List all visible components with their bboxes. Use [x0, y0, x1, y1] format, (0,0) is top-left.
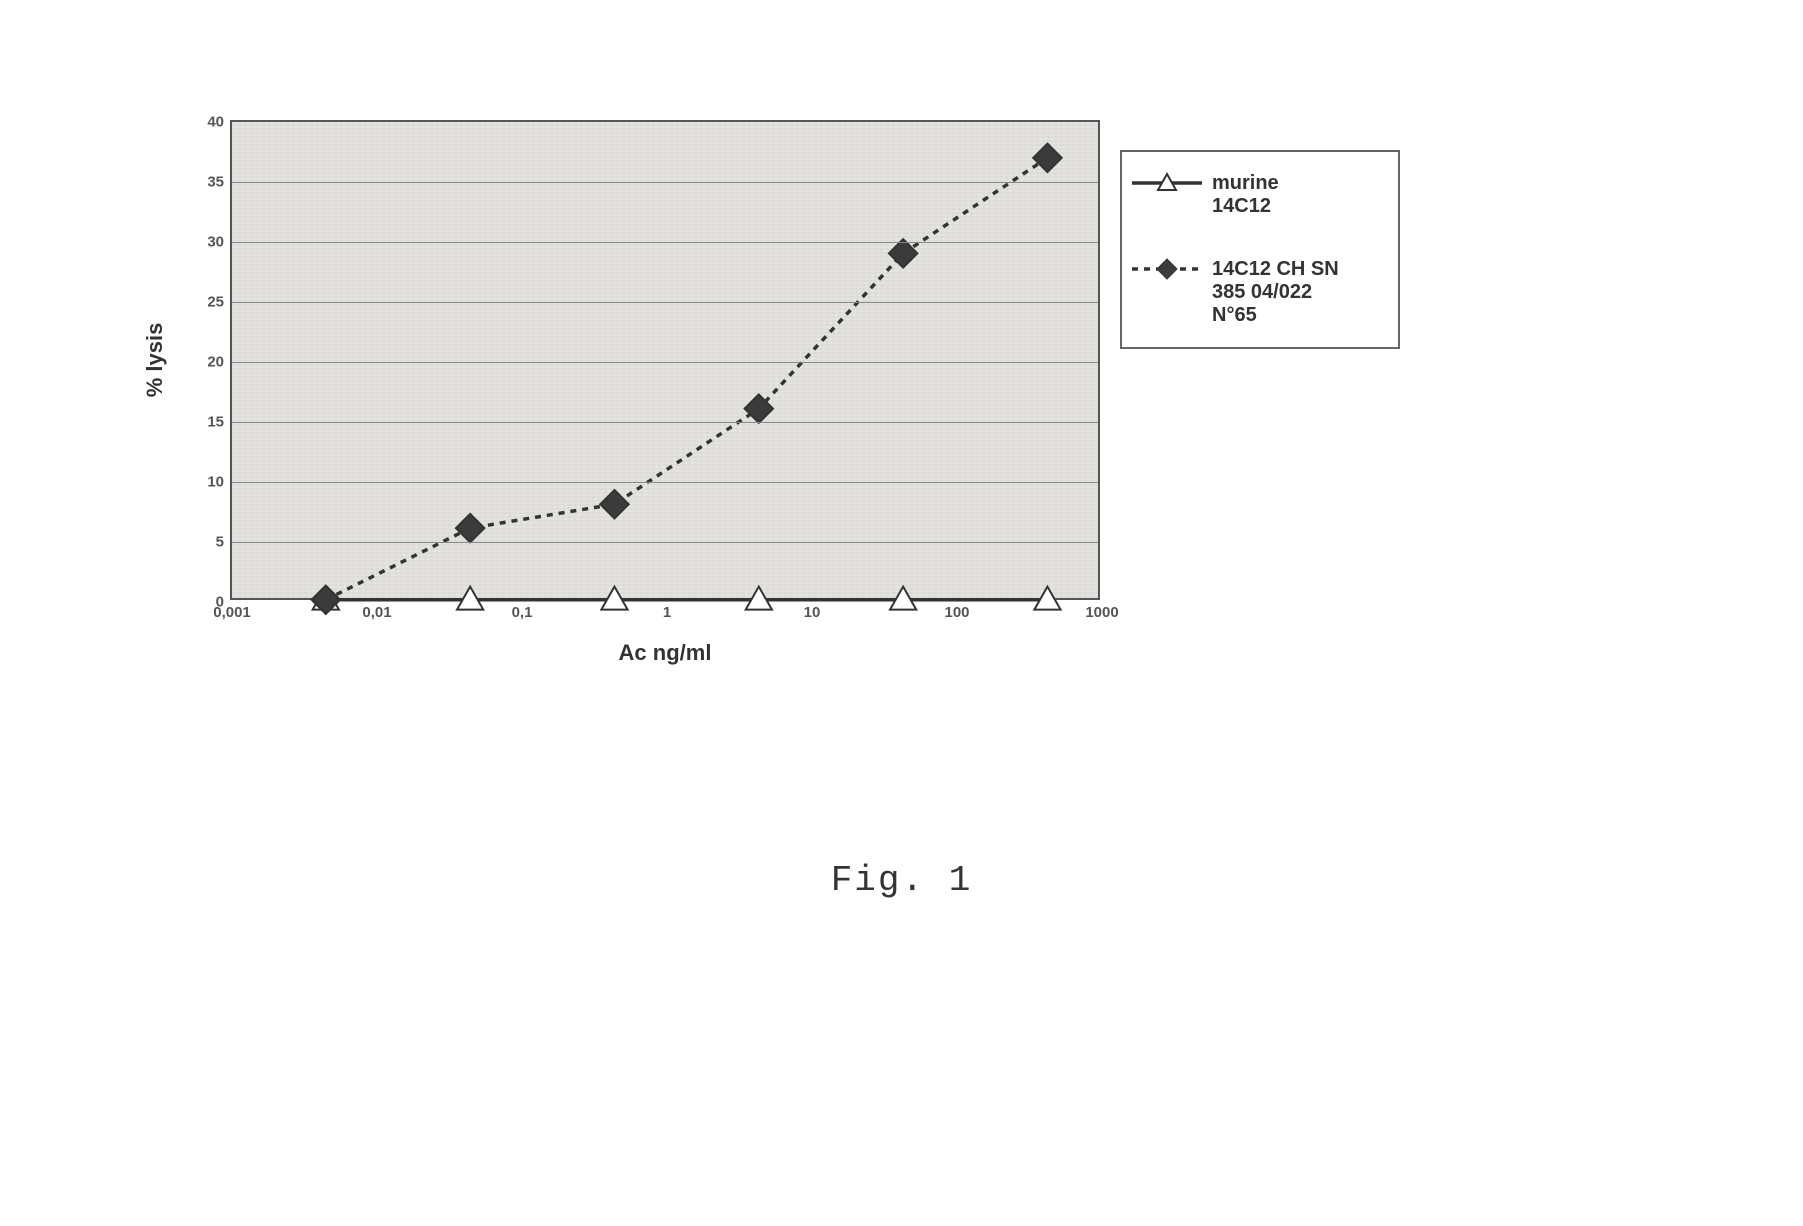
x-axis-label: Ac ng/ml [619, 640, 712, 666]
y-axis-label: % lysis [142, 323, 168, 398]
legend-label: murine 14C12 [1212, 172, 1279, 218]
legend-text: N°65 [1212, 304, 1257, 326]
figure-caption: Fig. 1 [831, 860, 973, 901]
y-tick-label: 10 [207, 474, 232, 491]
legend: murine 14C12 14C12 CH SN 385 04/022 N°65 [1120, 150, 1400, 349]
x-tick-label: 1 [663, 598, 671, 621]
gridline [232, 362, 1098, 363]
legend-text: 385 04/022 [1212, 281, 1312, 303]
gridline [232, 182, 1098, 183]
marker-chsn [456, 514, 484, 542]
chart-container: % lysis Ac ng/ml 05101520253035400,0010,… [100, 120, 1450, 700]
legend-item-chsn: 14C12 CH SN 385 04/022 N°65 [1132, 258, 1388, 327]
y-tick-label: 40 [207, 114, 232, 131]
legend-swatch-murine [1132, 172, 1202, 194]
legend-item-murine: murine 14C12 [1132, 172, 1388, 218]
y-tick-label: 5 [216, 534, 232, 551]
legend-text: murine [1212, 172, 1279, 194]
x-tick-label: 0,01 [362, 598, 391, 621]
x-tick-label: 0,1 [512, 598, 533, 621]
y-tick-label: 20 [207, 354, 232, 371]
gridline [232, 422, 1098, 423]
gridline [232, 542, 1098, 543]
x-tick-label: 100 [944, 598, 969, 621]
marker-chsn [600, 490, 628, 518]
y-tick-label: 30 [207, 234, 232, 251]
gridline [232, 302, 1098, 303]
y-tick-label: 35 [207, 174, 232, 191]
marker-chsn [889, 239, 917, 267]
legend-text: 14C12 [1212, 195, 1271, 217]
y-tick-label: 25 [207, 294, 232, 311]
marker-chsn [1033, 144, 1061, 172]
x-tick-label: 1000 [1085, 598, 1118, 621]
series-line-chsn [326, 158, 1048, 600]
legend-label: 14C12 CH SN 385 04/022 N°65 [1212, 258, 1339, 327]
gridline [232, 482, 1098, 483]
y-tick-label: 15 [207, 414, 232, 431]
plot-svg [232, 122, 1098, 600]
x-tick-label: 10 [804, 598, 821, 621]
gridline [232, 242, 1098, 243]
x-tick-label: 0,001 [213, 598, 251, 621]
legend-swatch-chsn [1132, 258, 1202, 280]
plot-area: 05101520253035400,0010,010,11101001000 [230, 120, 1100, 600]
legend-text: 14C12 CH SN [1212, 258, 1339, 280]
